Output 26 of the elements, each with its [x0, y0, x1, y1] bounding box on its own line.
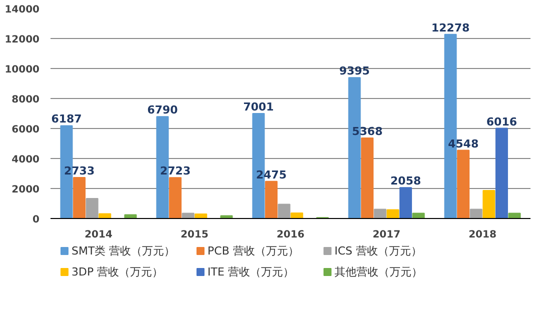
y-tick-label: 2000: [12, 184, 40, 196]
legend-label: 其他营收（万元）: [334, 266, 422, 278]
data-label: 6187: [51, 112, 82, 126]
data-label: 9395: [339, 64, 370, 78]
x-tick-label: 2018: [468, 230, 496, 240]
data-label: 12278: [431, 21, 470, 34]
x-tick-label: 2016: [276, 230, 304, 240]
y-tick-label: 10000: [4, 64, 40, 76]
legend-label: ITE 营收（万元）: [208, 266, 294, 278]
y-tick-label: 0: [32, 214, 40, 226]
legend-label: SMT类 营收（万元）: [72, 244, 176, 258]
y-tick-label: 12000: [4, 34, 40, 46]
legend-label: PCB 营收（万元）: [208, 244, 299, 258]
y-tick-label: 8000: [12, 94, 40, 106]
y-tick-label: 6000: [12, 124, 40, 136]
legend-label: ICS 营收（万元）: [334, 244, 422, 258]
data-label: 7001: [243, 100, 274, 114]
data-label: 2058: [390, 174, 422, 188]
x-tick-label: 2015: [180, 230, 208, 240]
data-label: 6016: [486, 115, 518, 128]
x-tick-label: 2014: [84, 230, 112, 240]
y-tick-label: 4000: [12, 154, 40, 166]
legend-label: 3DP 营收（万元）: [72, 266, 164, 278]
data-label: 6790: [147, 104, 178, 117]
x-tick-label: 2017: [372, 230, 400, 240]
y-tick-label: 14000: [4, 4, 40, 16]
